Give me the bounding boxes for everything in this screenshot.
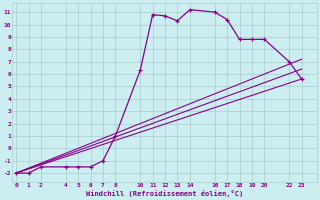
X-axis label: Windchill (Refroidissement éolien,°C): Windchill (Refroidissement éolien,°C)	[86, 190, 243, 197]
